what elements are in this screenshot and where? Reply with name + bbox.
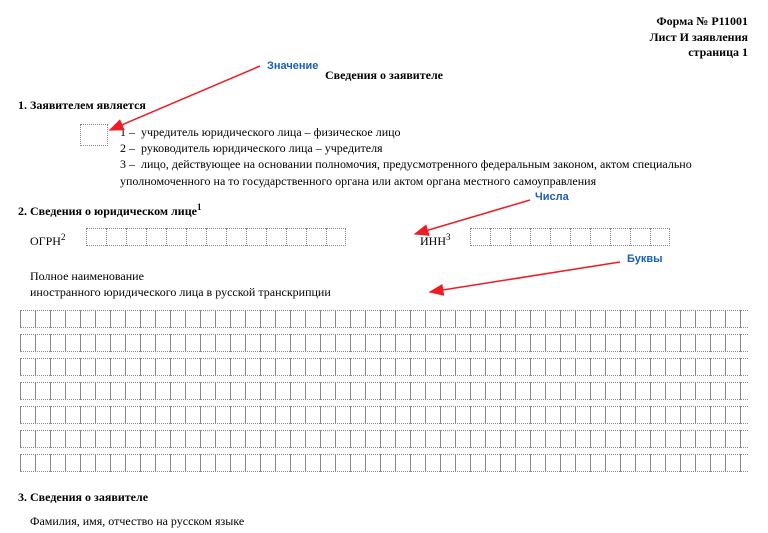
page-title: Сведения о заявителе (0, 68, 768, 83)
foreign-name-label: Полное наименование иностранного юридиче… (30, 268, 331, 300)
section3-sub: Фамилия, имя, отчество на русском языке (30, 514, 244, 529)
section3-label: 3. Сведения о заявителе (18, 490, 148, 505)
inn-label: ИНН3 (420, 232, 451, 249)
inn-cells[interactable] (470, 228, 670, 246)
section2-label: 2. Сведения о юридическом лице1 (18, 202, 201, 219)
section1-items: 1 – учредитель юридического лица – физич… (120, 124, 750, 189)
form-number: Форма № Р11001 (650, 14, 748, 30)
page-number: страница 1 (650, 45, 748, 61)
applicant-type-cell[interactable] (80, 124, 108, 146)
annotation-letters: Буквы (627, 253, 663, 265)
annotation-value: Значение (267, 60, 318, 72)
ogrn-label: ОГРН2 (30, 232, 65, 249)
sheet-label: Лист И заявления (650, 30, 748, 46)
annotation-numbers: Числа (535, 191, 569, 203)
ogrn-cells[interactable] (86, 228, 346, 246)
form-header: Форма № Р11001 Лист И заявления страница… (650, 14, 748, 61)
section1-label: 1. Заявителем является (18, 98, 146, 113)
